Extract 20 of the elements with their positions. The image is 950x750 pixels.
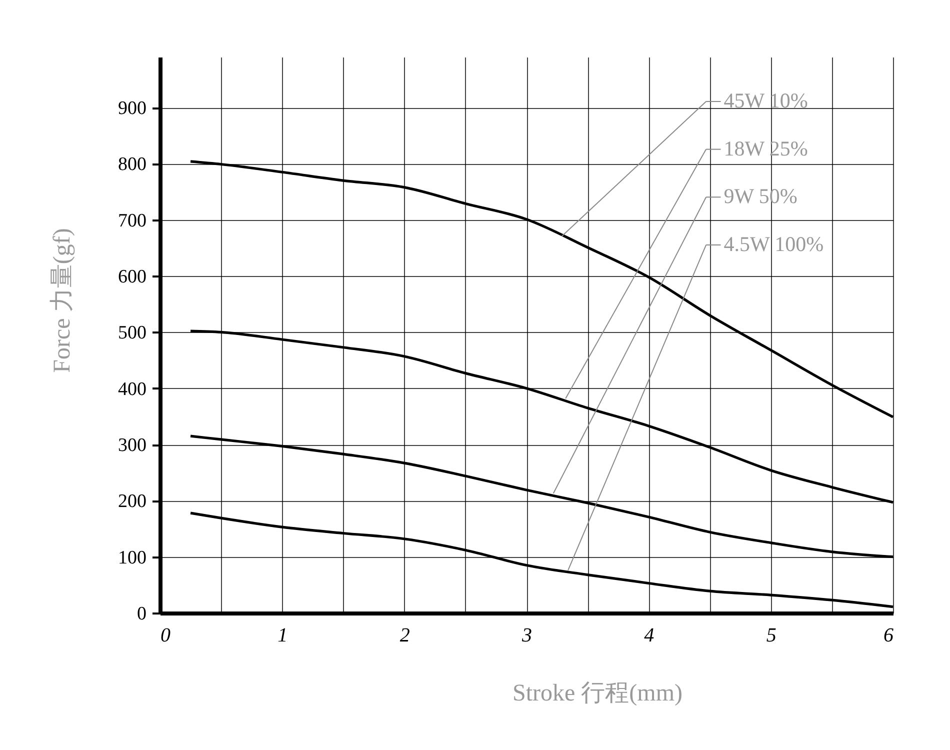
- x-axis-title: Stroke 行程(mm): [512, 680, 682, 706]
- x-tick-label: 1: [278, 624, 288, 646]
- y-axis-title: Force 力量(gf): [50, 228, 76, 373]
- y-tick-label: 100: [118, 547, 146, 568]
- y-tick-label: 400: [118, 378, 146, 400]
- y-tick-label: 300: [118, 435, 146, 456]
- annotation: 4.5W 100%: [724, 232, 824, 256]
- x-tick-label: 0: [160, 624, 170, 646]
- y-tick-label: 800: [118, 154, 146, 176]
- y-tick-label: 900: [118, 98, 146, 120]
- y-tick-label: 600: [118, 266, 146, 288]
- x-tick-label: 6: [884, 624, 894, 646]
- y-tick-label: 700: [118, 210, 146, 232]
- x-tick-label: 2: [400, 624, 410, 646]
- y-tick-label: 500: [118, 322, 146, 344]
- y-tick-label: 200: [118, 491, 146, 512]
- x-tick-label: 5: [766, 624, 776, 646]
- x-tick-label: 4: [644, 624, 654, 646]
- y-tick-label: 0: [137, 604, 146, 624]
- x-tick-label: 3: [521, 624, 532, 646]
